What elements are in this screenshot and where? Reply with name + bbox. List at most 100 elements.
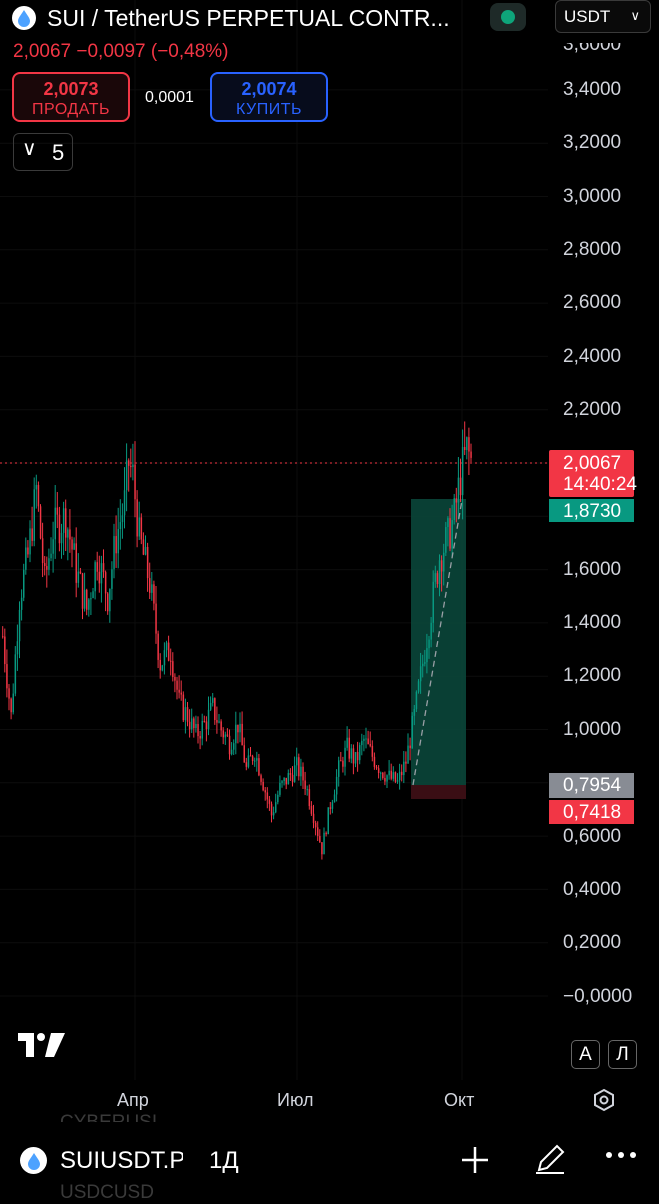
- stop-price-value: 0,7418: [563, 802, 622, 823]
- interval-button[interactable]: 1Д: [209, 1147, 239, 1174]
- candle-body: [432, 581, 434, 623]
- candle-body: [180, 692, 182, 695]
- candle-body: [100, 563, 103, 584]
- candle-body: [233, 743, 235, 750]
- candle-body: [16, 641, 19, 655]
- candle-body: [201, 720, 203, 739]
- candle-body: [365, 738, 367, 740]
- candle-body: [226, 734, 229, 736]
- candle-body: [159, 659, 161, 671]
- candle-body: [470, 451, 472, 458]
- candle-body: [167, 642, 170, 661]
- candle-body: [436, 573, 439, 585]
- candle-body: [424, 662, 426, 664]
- candle-body: [419, 666, 422, 682]
- candle-body: [52, 539, 54, 554]
- candle-body: [163, 650, 166, 666]
- candle-body: [363, 738, 365, 741]
- candle-body: [136, 499, 138, 537]
- market-status-indicator[interactable]: [490, 3, 526, 31]
- candle-body: [6, 664, 8, 689]
- candle-body: [14, 654, 17, 694]
- buy-button[interactable]: 2,0074 КУПИТЬ: [210, 72, 328, 122]
- candle-body: [67, 529, 69, 538]
- candle-body: [321, 842, 323, 855]
- candle-body: [18, 609, 21, 642]
- candle-body: [245, 762, 248, 767]
- candle-body: [79, 571, 82, 574]
- candle-body: [20, 597, 23, 610]
- candle-body: [310, 806, 313, 814]
- candle-body: [417, 681, 420, 692]
- symbol-title[interactable]: SUI / TetherUS PERPETUAL CONTR...: [47, 5, 450, 31]
- candle-body: [2, 636, 4, 638]
- candle-body: [394, 772, 397, 782]
- candle-body: [254, 760, 256, 762]
- candle-body: [195, 723, 197, 729]
- chevron-down-icon: ∨: [630, 8, 640, 23]
- candle-body: [405, 761, 407, 764]
- candle-body: [88, 599, 90, 610]
- candle-body: [172, 661, 174, 677]
- candle-body: [455, 498, 458, 503]
- indicators-toggle[interactable]: ∨ 5: [13, 133, 73, 171]
- entry-price-tag: 0,7954: [549, 773, 634, 798]
- candle-body: [41, 538, 44, 564]
- candle-body: [117, 529, 119, 554]
- bottom-toolbar: [0, 1122, 659, 1200]
- pen-icon[interactable]: [533, 1142, 567, 1176]
- candle-body: [443, 552, 445, 572]
- candle-body: [291, 774, 294, 782]
- candle-body: [94, 562, 96, 592]
- candle-body: [113, 536, 115, 570]
- candle-body: [430, 622, 432, 640]
- price-axis-label: 3,6000: [563, 34, 622, 55]
- candle-body: [109, 588, 111, 612]
- candle-body: [304, 780, 306, 790]
- plus-icon[interactable]: [459, 1144, 491, 1176]
- currency-select[interactable]: USDT ∨: [555, 0, 651, 33]
- candle-body: [44, 563, 46, 567]
- candle-body: [37, 484, 40, 507]
- candle-body: [35, 484, 38, 490]
- time-axis-label: Окт: [444, 1090, 475, 1110]
- candle-body: [149, 578, 151, 593]
- price-axis-label: 3,2000: [563, 132, 622, 153]
- candle-body: [386, 775, 388, 782]
- candle-body: [205, 721, 208, 730]
- candle-body: [356, 751, 359, 761]
- candle-body: [29, 528, 31, 555]
- candle-body: [121, 515, 124, 523]
- sell-button[interactable]: 2,0073 ПРОДАТЬ: [12, 72, 130, 122]
- candle-body: [243, 745, 245, 763]
- settings-icon[interactable]: [592, 1088, 616, 1112]
- log-scale-button[interactable]: Л: [608, 1040, 637, 1069]
- candle-body: [302, 766, 304, 781]
- candle-body: [317, 827, 319, 836]
- candle-body: [382, 772, 384, 779]
- candle-body: [146, 546, 149, 579]
- candle-body: [186, 707, 189, 722]
- candle-body: [12, 693, 14, 713]
- candle-body: [445, 527, 447, 553]
- candle-body: [260, 775, 262, 782]
- candle-body: [197, 723, 199, 737]
- candle-body: [413, 708, 416, 716]
- more-icon[interactable]: [604, 1150, 638, 1160]
- auto-scale-button[interactable]: A: [571, 1040, 600, 1069]
- last-price-tag: 2,0067 14:40:24: [549, 450, 637, 497]
- candle-body: [289, 773, 292, 775]
- candle-body: [390, 770, 392, 779]
- symbol-search-button[interactable]: SUIUSDT.P: [60, 1147, 183, 1174]
- candle-body: [48, 558, 50, 570]
- candle-body: [352, 748, 355, 764]
- price-axis-label: 1,2000: [563, 665, 622, 686]
- candle-body: [58, 514, 61, 544]
- candle-body: [237, 724, 239, 733]
- candle-body: [220, 721, 222, 731]
- candle-body: [33, 489, 35, 541]
- candle-body: [401, 771, 403, 776]
- candle-body: [440, 560, 443, 572]
- candle-body: [182, 694, 185, 721]
